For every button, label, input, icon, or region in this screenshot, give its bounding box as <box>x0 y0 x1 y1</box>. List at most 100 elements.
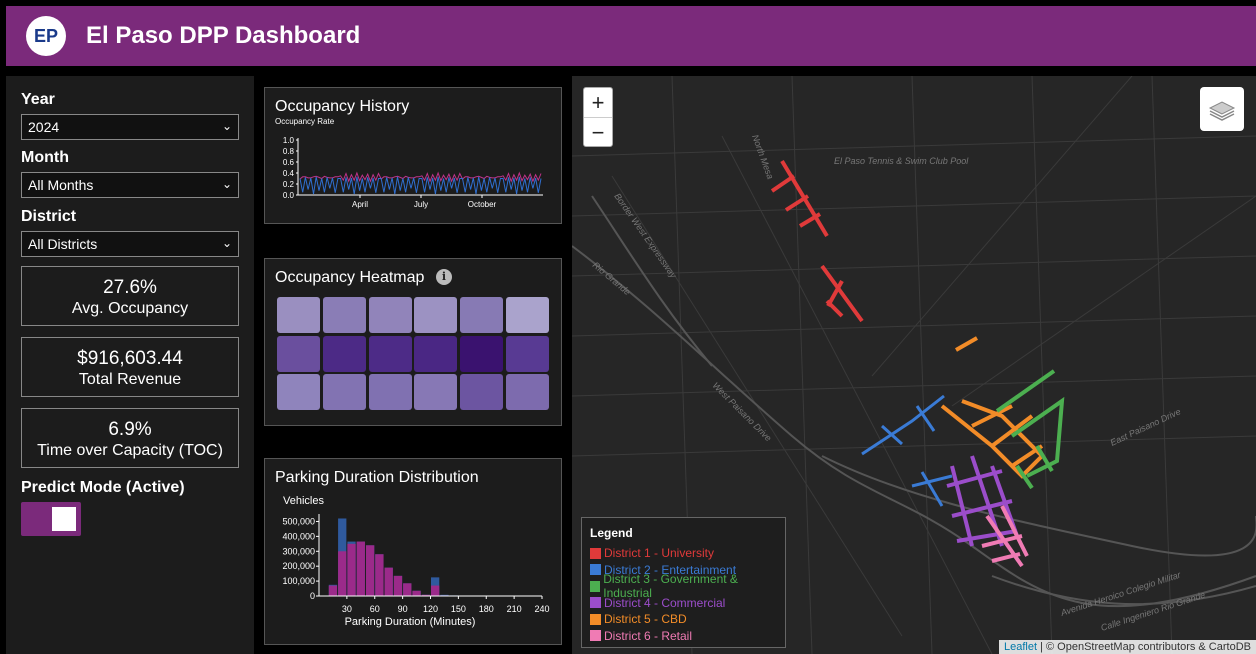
occupancy-series-line <box>299 171 542 183</box>
y-tick-label: 100,000 <box>282 576 315 586</box>
y-tick-label: 0.2 <box>283 180 295 189</box>
histogram-bar <box>328 585 338 596</box>
y-tick-label: 0.8 <box>283 147 295 156</box>
y-tick-label: 0.0 <box>283 191 295 200</box>
histogram-bar <box>375 554 384 596</box>
legend-swatch <box>590 580 601 592</box>
y-tick-label: 0 <box>310 591 315 601</box>
heatmap-grid <box>277 297 550 412</box>
chevron-down-icon: ⌄ <box>221 236 232 250</box>
heatmap-cell[interactable] <box>460 335 504 372</box>
histogram-bar <box>431 585 440 596</box>
district-map[interactable]: El Paso Tennis & Swim Club Pool North Me… <box>572 76 1256 654</box>
predict-mode-toggle[interactable] <box>21 502 81 536</box>
histogram-bar <box>412 590 421 596</box>
heatmap-cell[interactable] <box>460 297 504 333</box>
toggle-knob <box>52 507 76 531</box>
heatmap-cell[interactable] <box>506 335 549 372</box>
header-bar: EP El Paso DPP Dashboard <box>6 6 1256 66</box>
y-tick-label: 300,000 <box>282 546 315 556</box>
heatmap-cell[interactable] <box>277 374 320 410</box>
x-tick-label: April <box>352 200 368 209</box>
legend-swatch <box>590 547 601 559</box>
legend-item: District 2 - Entertainment <box>590 562 777 579</box>
heatmap-cell[interactable] <box>322 374 366 410</box>
heatmap-cell[interactable] <box>368 374 412 410</box>
kpi-label: Time over Capacity (TOC) <box>37 442 223 459</box>
occupancy-series-line <box>299 176 542 194</box>
filter-sidebar: Year 2024 ⌄ Month All Months ⌄ District … <box>6 76 254 654</box>
district-6-streets[interactable] <box>981 505 1029 568</box>
legend-label: District 3 - Government & Industrial <box>603 572 738 601</box>
district-value: All Districts <box>28 236 98 252</box>
histogram-bar <box>384 567 393 596</box>
kpi-label: Avg. Occupancy <box>71 300 189 317</box>
heatmap-cell[interactable] <box>506 374 549 410</box>
histogram-bar <box>393 575 403 596</box>
x-tick-label: October <box>468 200 497 209</box>
kpi-total-revenue: $916,603.44 Total Revenue <box>21 337 239 397</box>
heatmap-cell[interactable] <box>368 335 412 372</box>
district-1-streets[interactable] <box>770 159 864 323</box>
legend-item: District 4 - Commercial <box>590 595 777 612</box>
zoom-in-button[interactable]: + <box>584 88 612 118</box>
parking-duration-title: Parking Duration Distribution <box>275 469 479 486</box>
y-tick-label: 500,000 <box>282 516 315 526</box>
histogram-bar <box>356 541 365 596</box>
predict-mode-label: Predict Mode (Active) <box>21 479 185 496</box>
legend-label: District 6 - Retail <box>604 628 693 643</box>
x-tick-label: 180 <box>479 604 494 614</box>
map-label: El Paso Tennis & Swim Club Pool <box>834 156 969 166</box>
logo: EP <box>26 16 66 56</box>
map-canvas[interactable]: El Paso Tennis & Swim Club Pool North Me… <box>572 76 1256 654</box>
occupancy-history-ylabel: Occupancy Rate <box>275 117 335 126</box>
heatmap-cell[interactable] <box>322 335 366 372</box>
leaflet-link[interactable]: Leaflet <box>1004 641 1038 653</box>
legend-item: District 6 - Retail <box>590 628 777 645</box>
histogram-bar <box>365 545 375 596</box>
map-label: East Paisano Drive <box>1109 406 1183 447</box>
occupancy-history-title: Occupancy History <box>275 98 410 115</box>
legend-item: District 1 - University <box>590 545 777 562</box>
district-select[interactable]: All Districts ⌄ <box>21 231 239 257</box>
x-tick-label: 60 <box>370 604 380 614</box>
district-5-streets[interactable] <box>940 336 1045 479</box>
histogram-bar <box>338 551 347 596</box>
legend-label: District 5 - CBD <box>604 612 687 627</box>
attribution-text: | © OpenStreetMap contributors & CartoDB <box>1037 641 1251 653</box>
parking-duration-panel: Parking Duration Distribution Vehicles P… <box>264 458 562 645</box>
heatmap-cell[interactable] <box>460 374 504 410</box>
heatmap-cell[interactable] <box>414 297 458 333</box>
heatmap-cell[interactable] <box>277 335 320 372</box>
zoom-control: + − <box>583 87 613 147</box>
zoom-out-button[interactable]: − <box>591 120 605 145</box>
info-icon[interactable]: i <box>436 269 452 285</box>
y-tick-label: 200,000 <box>282 561 315 571</box>
kpi-value: $916,603.44 <box>77 348 183 369</box>
layers-button[interactable] <box>1200 87 1244 131</box>
y-tick-label: 1.0 <box>283 136 295 145</box>
y-tick-label: 0.4 <box>283 169 295 178</box>
district-2-streets[interactable] <box>861 394 953 507</box>
heatmap-cell[interactable] <box>277 297 320 333</box>
heatmap-cell[interactable] <box>414 374 458 410</box>
parking-duration-chart: Vehicles Parking Duration (Minutes) 500,… <box>282 495 549 628</box>
x-tick-label: 150 <box>451 604 466 614</box>
year-value: 2024 <box>28 119 60 135</box>
x-tick-label: 120 <box>423 604 438 614</box>
legend-label: District 4 - Commercial <box>604 595 726 610</box>
heatmap-cell[interactable] <box>368 297 412 333</box>
month-select[interactable]: All Months ⌄ <box>21 172 239 198</box>
district-3-streets[interactable] <box>995 369 1065 490</box>
heatmap-cell[interactable] <box>414 335 458 372</box>
heatmap-cell[interactable] <box>322 297 366 333</box>
legend-label: District 1 - University <box>604 546 715 561</box>
heatmap-cell[interactable] <box>506 297 549 333</box>
map-label: Border West Expressway <box>612 191 678 280</box>
year-select[interactable]: 2024 ⌄ <box>21 114 239 140</box>
district-4-streets[interactable] <box>946 455 1019 547</box>
histogram-bar <box>347 543 356 596</box>
month-value: All Months <box>28 177 94 193</box>
kpi-label: Total Revenue <box>78 371 182 388</box>
y-tick-label: 400,000 <box>282 531 315 541</box>
